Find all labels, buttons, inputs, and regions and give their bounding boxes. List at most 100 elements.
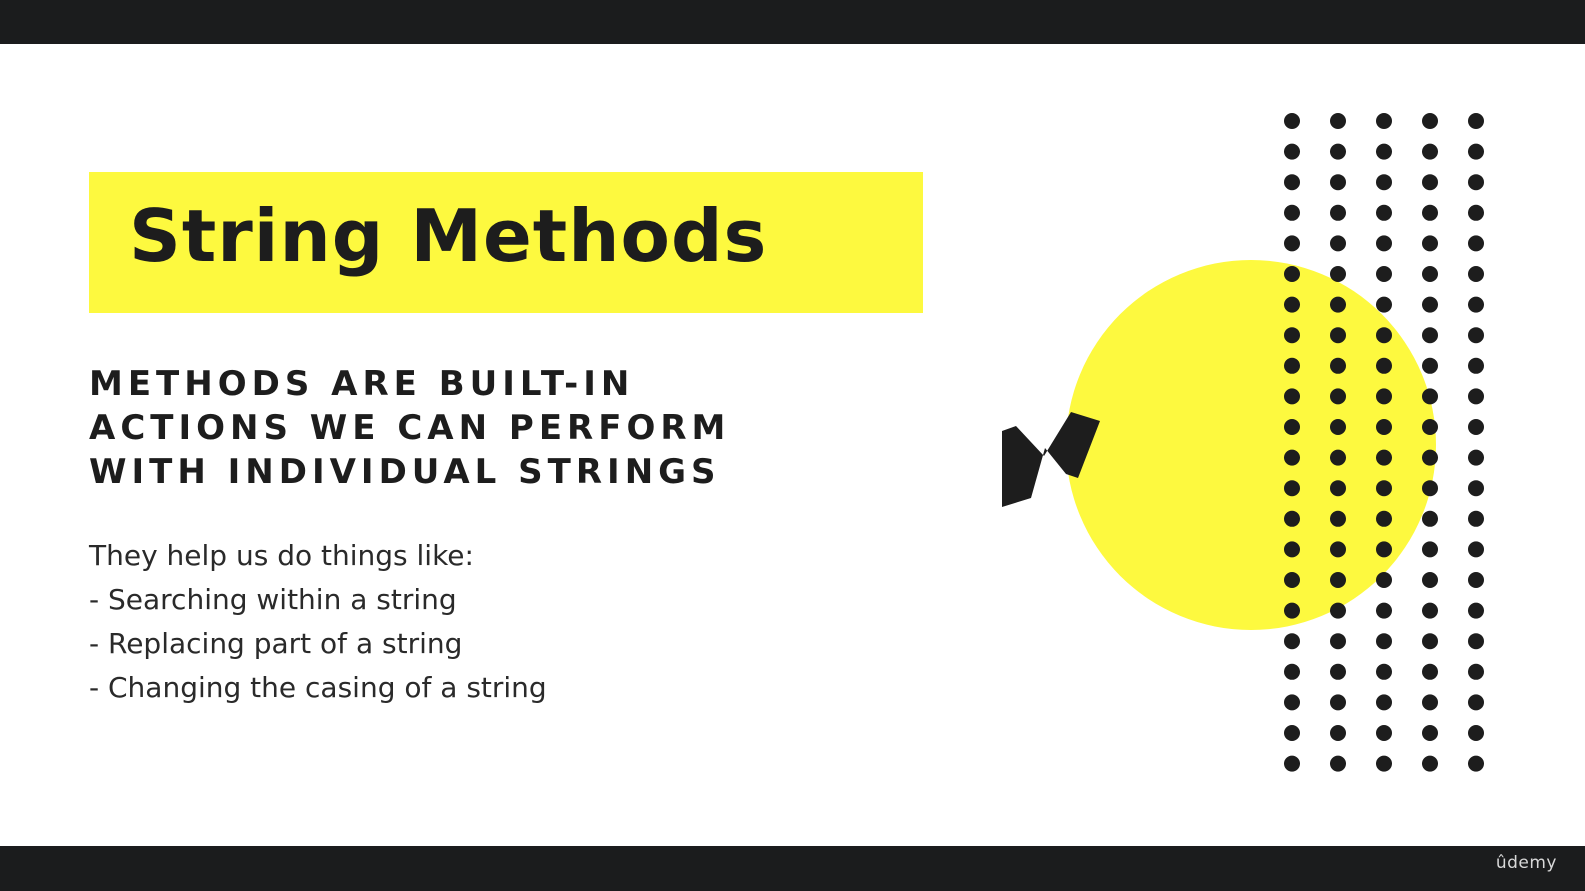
dot [1330,419,1346,435]
dot [1468,388,1484,405]
dot [1330,663,1346,680]
dot [1376,694,1392,711]
dot [1422,480,1438,497]
dot [1330,235,1346,252]
decorative-art [1002,113,1484,772]
dot [1422,725,1438,741]
udemy-logo: ûdemy [1495,853,1557,873]
zigzag-icon [1002,412,1100,507]
dot [1376,204,1392,221]
dot [1284,235,1300,252]
dot [1376,755,1392,772]
dot [1284,755,1300,772]
dot [1376,480,1392,497]
dot [1468,541,1484,558]
dot [1468,204,1484,221]
dot [1468,694,1484,711]
dot [1284,541,1300,558]
dot [1468,755,1484,772]
dot [1422,357,1438,374]
intro-text: They help us do things like: [89,539,474,572]
dot [1468,480,1484,497]
dot [1330,388,1346,405]
dot [1376,235,1392,252]
dot [1422,143,1438,160]
dot [1284,357,1300,374]
dot [1330,480,1346,497]
dot [1376,357,1392,374]
dot [1376,327,1392,344]
dot [1330,266,1346,282]
dot [1284,602,1300,619]
list-item: - Replacing part of a string [89,627,463,660]
dot [1284,388,1300,405]
dot [1468,327,1484,344]
dot [1330,327,1346,344]
dot [1284,419,1300,435]
dot [1468,296,1484,313]
dot [1376,296,1392,313]
dot [1284,113,1300,129]
dot [1376,510,1392,527]
dot [1422,419,1438,435]
dot [1468,602,1484,619]
dot [1330,694,1346,711]
dot [1468,572,1484,588]
dot [1376,143,1392,160]
video-top-letterbox [0,0,1585,44]
dot [1422,541,1438,558]
slide-title: String Methods [129,194,768,278]
dot [1330,725,1346,741]
dot [1422,572,1438,588]
dot [1284,266,1300,282]
subheading-line-1: METHODS ARE BUILT-IN [89,364,635,404]
dot [1468,449,1484,466]
dot [1468,235,1484,252]
bullet-list: - Searching within a string - Replacing … [89,578,547,710]
dot [1284,174,1300,191]
dot [1330,174,1346,191]
dot [1422,174,1438,191]
list-item: - Searching within a string [89,583,457,616]
dot [1330,572,1346,588]
dot [1330,113,1346,129]
dot [1284,725,1300,741]
dot [1376,663,1392,680]
dot [1422,663,1438,680]
dot [1376,541,1392,558]
dot [1376,113,1392,129]
slide-subheading: METHODS ARE BUILT-IN ACTIONS WE CAN PERF… [89,362,849,494]
dot [1284,694,1300,711]
dot [1468,113,1484,129]
dot [1376,602,1392,619]
dot [1422,449,1438,466]
dot [1422,633,1438,650]
title-band: String Methods [89,172,923,313]
dot [1330,510,1346,527]
dot [1422,327,1438,344]
dot [1376,725,1392,741]
dot [1330,143,1346,160]
dot [1330,357,1346,374]
dot [1422,510,1438,527]
dot [1376,388,1392,405]
dot [1468,143,1484,160]
dot [1468,725,1484,741]
dot [1284,449,1300,466]
yellow-circle-shape [1066,260,1436,630]
dot [1468,633,1484,650]
dot [1468,174,1484,191]
dot [1284,663,1300,680]
dot [1284,143,1300,160]
subheading-line-2: ACTIONS WE CAN PERFORM [89,408,731,448]
dot [1422,296,1438,313]
dot [1376,449,1392,466]
dot [1422,694,1438,711]
dot [1284,204,1300,221]
dot [1422,266,1438,282]
subheading-line-3: WITH INDIVIDUAL STRINGS [89,452,721,492]
dot [1376,174,1392,191]
dot [1284,510,1300,527]
dot [1284,633,1300,650]
dot [1468,357,1484,374]
